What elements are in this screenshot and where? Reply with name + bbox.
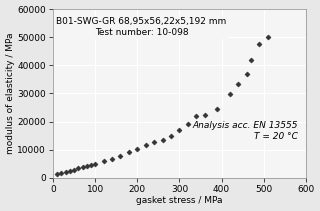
X-axis label: gasket stress / MPa: gasket stress / MPa — [136, 196, 223, 206]
Y-axis label: modulus of elasticity / MPa: modulus of elasticity / MPa — [5, 33, 14, 154]
Text: Analysis acc. EN 13555
T = 20 °C: Analysis acc. EN 13555 T = 20 °C — [193, 121, 298, 141]
Text: B01-SWG-GR 68,95x56,22x5,192 mm
Test number: 10-098: B01-SWG-GR 68,95x56,22x5,192 mm Test num… — [56, 18, 227, 37]
